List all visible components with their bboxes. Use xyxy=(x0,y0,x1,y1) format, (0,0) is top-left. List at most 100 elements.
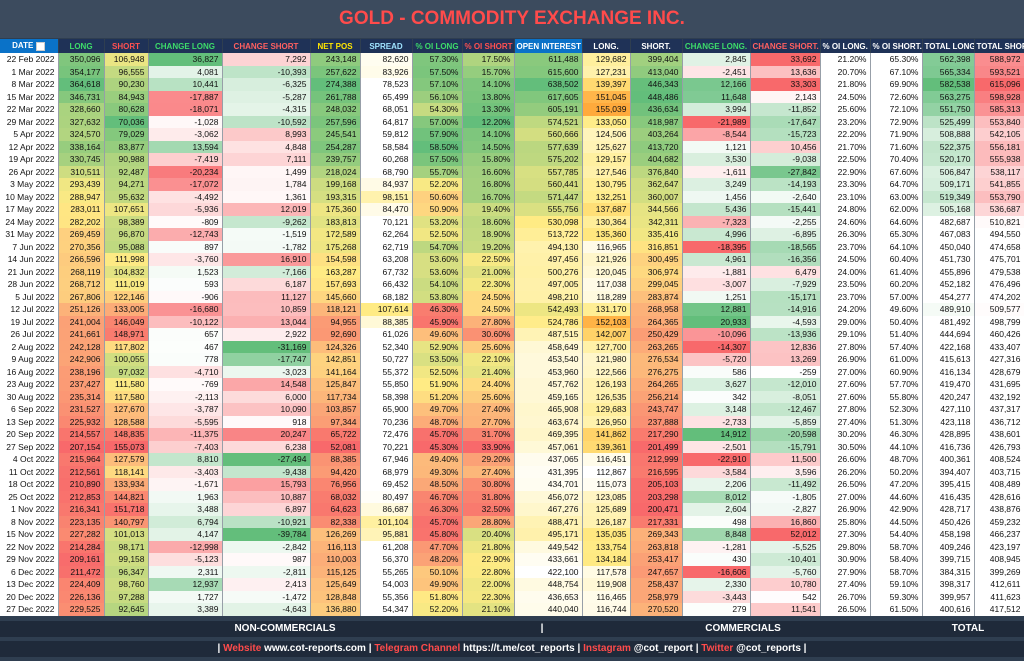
value-cell: 27.60% xyxy=(820,378,871,391)
value-cell: 88,385 xyxy=(310,453,361,466)
value-cell: 299,045 xyxy=(630,278,683,291)
data-row: 14 Jun 2022 266,596 111,998 -3,760 16,910 154… xyxy=(0,253,1024,266)
value-cell: 24.40% xyxy=(462,378,515,391)
value-cell: 498 xyxy=(682,515,751,528)
value-cell: 437,317 xyxy=(974,403,1024,416)
value-cell: -7,403 xyxy=(148,440,223,453)
value-cell: 434,701 xyxy=(514,478,583,491)
value-cell: 61.00% xyxy=(870,353,923,366)
value-cell: 263,818 xyxy=(630,540,683,553)
value-cell: 111,998 xyxy=(104,253,149,266)
value-cell: -5,595 xyxy=(148,415,223,428)
value-cell: -6,325 xyxy=(222,78,311,91)
link-value[interactable]: https://t.me/cot_reports xyxy=(463,643,575,654)
value-cell: 268,712 xyxy=(58,278,105,291)
value-cell: 239,757 xyxy=(310,153,361,166)
link-label: Telegram Channel xyxy=(374,643,461,654)
value-cell: 55.80% xyxy=(870,390,923,403)
value-cell: -1,281 xyxy=(682,540,751,553)
value-cell: 24.50% xyxy=(820,253,871,266)
value-cell: 82,338 xyxy=(310,515,361,528)
value-cell: 80,628 xyxy=(104,103,149,116)
value-cell: -12,998 xyxy=(148,540,223,553)
value-cell: 15.80% xyxy=(462,153,515,166)
value-cell: 63.00% xyxy=(870,190,923,203)
value-cell: 30.80% xyxy=(462,478,515,491)
value-cell: 51.80% xyxy=(412,590,463,603)
value-cell: 575,202 xyxy=(514,153,583,166)
value-cell: -2,811 xyxy=(222,565,311,578)
value-cell: 42.90% xyxy=(870,503,923,516)
group-label: TOTAL xyxy=(951,623,985,634)
value-cell: -1,028 xyxy=(148,115,223,128)
value-cell: 5,436 xyxy=(682,203,751,216)
value-cell: 30.20% xyxy=(820,428,871,441)
value-cell: 257,622 xyxy=(310,65,361,78)
value-cell: 127,546 xyxy=(582,165,631,178)
value-cell: 15.70% xyxy=(462,65,515,78)
value-cell: 152,103 xyxy=(582,315,631,328)
value-cell: -2,640 xyxy=(750,190,821,203)
value-cell: 1,361 xyxy=(222,190,311,203)
value-cell: 92,690 xyxy=(310,328,361,341)
data-row: 30 Aug 2022 235,314 117,580 -2,113 6,000 117,… xyxy=(0,390,1024,403)
value-cell: 50,727 xyxy=(360,353,413,366)
value-cell: 264,265 xyxy=(630,378,683,391)
value-cell: 92,645 xyxy=(104,603,149,616)
value-cell: 55,850 xyxy=(360,378,413,391)
data-row: 22 Mar 2022 328,660 80,628 -18,071 -4,315 248… xyxy=(0,103,1024,116)
value-cell: 94,955 xyxy=(310,315,361,328)
value-cell: 54.70% xyxy=(412,240,463,253)
value-cell: 428,616 xyxy=(974,490,1024,503)
value-cell: 416,435 xyxy=(922,490,975,503)
value-cell: 52.50% xyxy=(412,228,463,241)
value-cell: 362,647 xyxy=(630,178,683,191)
value-cell: 270,520 xyxy=(630,603,683,616)
value-cell: 398,317 xyxy=(922,578,975,591)
date-cell: 17 May 2022 xyxy=(0,203,59,216)
value-cell: 124,326 xyxy=(310,340,361,353)
value-cell: -3,443 xyxy=(682,590,751,603)
value-cell: 571,447 xyxy=(514,190,583,203)
link-value[interactable]: www.cot-reports.com xyxy=(264,643,366,654)
value-cell: 400,361 xyxy=(922,453,975,466)
link-value[interactable]: @cot_report xyxy=(633,643,693,654)
data-row: 12 Apr 2022 338,164 83,877 13,594 4,848 254,2… xyxy=(0,140,1024,153)
date-cell: 5 Apr 2022 xyxy=(0,128,59,141)
date-cell: 15 Nov 2022 xyxy=(0,528,59,541)
date-cell: 8 Nov 2022 xyxy=(0,515,59,528)
value-cell: 133,050 xyxy=(582,115,631,128)
value-cell: -2,733 xyxy=(682,415,751,428)
value-cell: 2,845 xyxy=(682,53,751,66)
value-cell: 3,148 xyxy=(682,403,751,416)
value-cell: -2,255 xyxy=(750,215,821,228)
column-header: TOTAL SHORT xyxy=(974,39,1024,53)
value-cell: 31.80% xyxy=(462,490,515,503)
value-cell: -21,989 xyxy=(682,115,751,128)
value-cell: 16.80% xyxy=(462,178,515,191)
value-cell: 54,003 xyxy=(360,578,413,591)
value-cell: 61,026 xyxy=(360,328,413,341)
data-row: 27 Dec 2022 229,525 92,645 3,389 -4,643 136,8… xyxy=(0,603,1024,616)
value-cell: -10,122 xyxy=(148,315,223,328)
value-cell: 16,860 xyxy=(750,515,821,528)
value-cell: 67.10% xyxy=(870,65,923,78)
link-value[interactable]: @cot_reports xyxy=(736,643,801,654)
value-cell: 103,857 xyxy=(310,403,361,416)
separator: | xyxy=(217,643,221,654)
value-cell: 4,147 xyxy=(148,528,223,541)
value-cell: 212,561 xyxy=(58,465,105,478)
group-label: COMMERCIALS xyxy=(705,623,781,634)
value-cell: 50.60% xyxy=(412,190,463,203)
value-cell: -906 xyxy=(148,290,223,303)
value-cell: 506,847 xyxy=(922,165,975,178)
value-cell: -17,072 xyxy=(148,178,223,191)
value-cell: 57.50% xyxy=(412,65,463,78)
filter-icon[interactable] xyxy=(36,41,46,51)
value-cell: -2,451 xyxy=(682,65,751,78)
value-cell: 27.40% xyxy=(820,578,871,591)
date-cell: 14 Jun 2022 xyxy=(0,253,59,266)
value-cell: 144,821 xyxy=(104,490,149,503)
value-cell: 2,143 xyxy=(750,90,821,103)
value-cell: 58,398 xyxy=(360,390,413,403)
